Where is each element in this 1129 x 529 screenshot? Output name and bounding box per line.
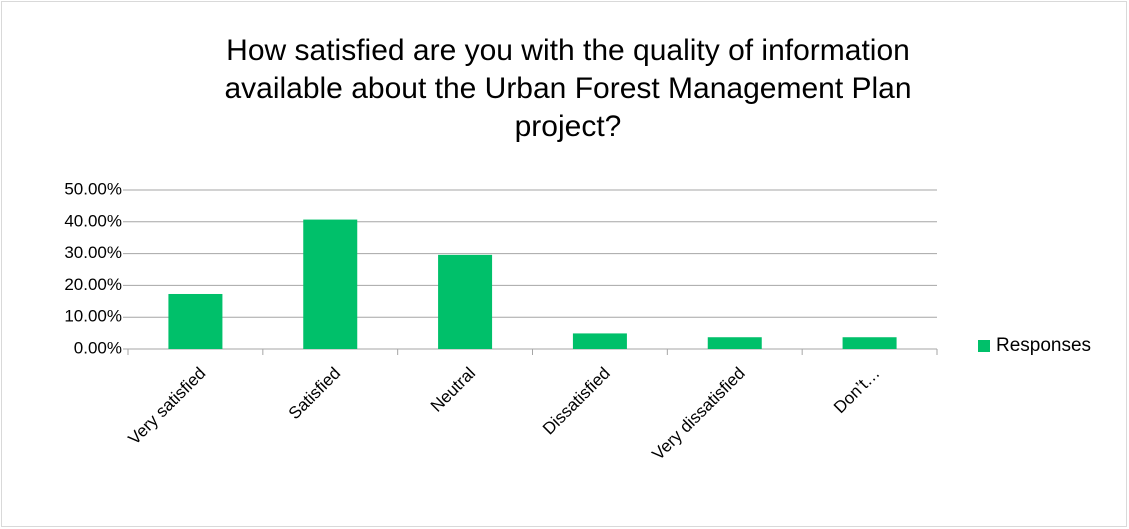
bar xyxy=(572,333,627,349)
chart-title: available about the Urban Forest Managem… xyxy=(224,72,911,105)
bar xyxy=(168,293,223,349)
y-tick-label: 0.00% xyxy=(74,338,122,357)
chart-title: How satisfied are you with the quality o… xyxy=(226,34,910,67)
y-tick-label: 20.00% xyxy=(64,275,122,294)
y-tick-label: 50.00% xyxy=(64,179,122,198)
chart-title: project? xyxy=(515,110,622,143)
legend-swatch xyxy=(978,340,990,352)
y-tick-label: 30.00% xyxy=(64,243,122,262)
bar xyxy=(842,337,897,349)
bar xyxy=(707,337,762,349)
legend-label: Responses xyxy=(996,335,1091,356)
bar xyxy=(438,254,493,349)
y-tick-label: 10.00% xyxy=(64,307,122,326)
y-tick-label: 40.00% xyxy=(64,211,122,230)
bar xyxy=(303,219,358,349)
